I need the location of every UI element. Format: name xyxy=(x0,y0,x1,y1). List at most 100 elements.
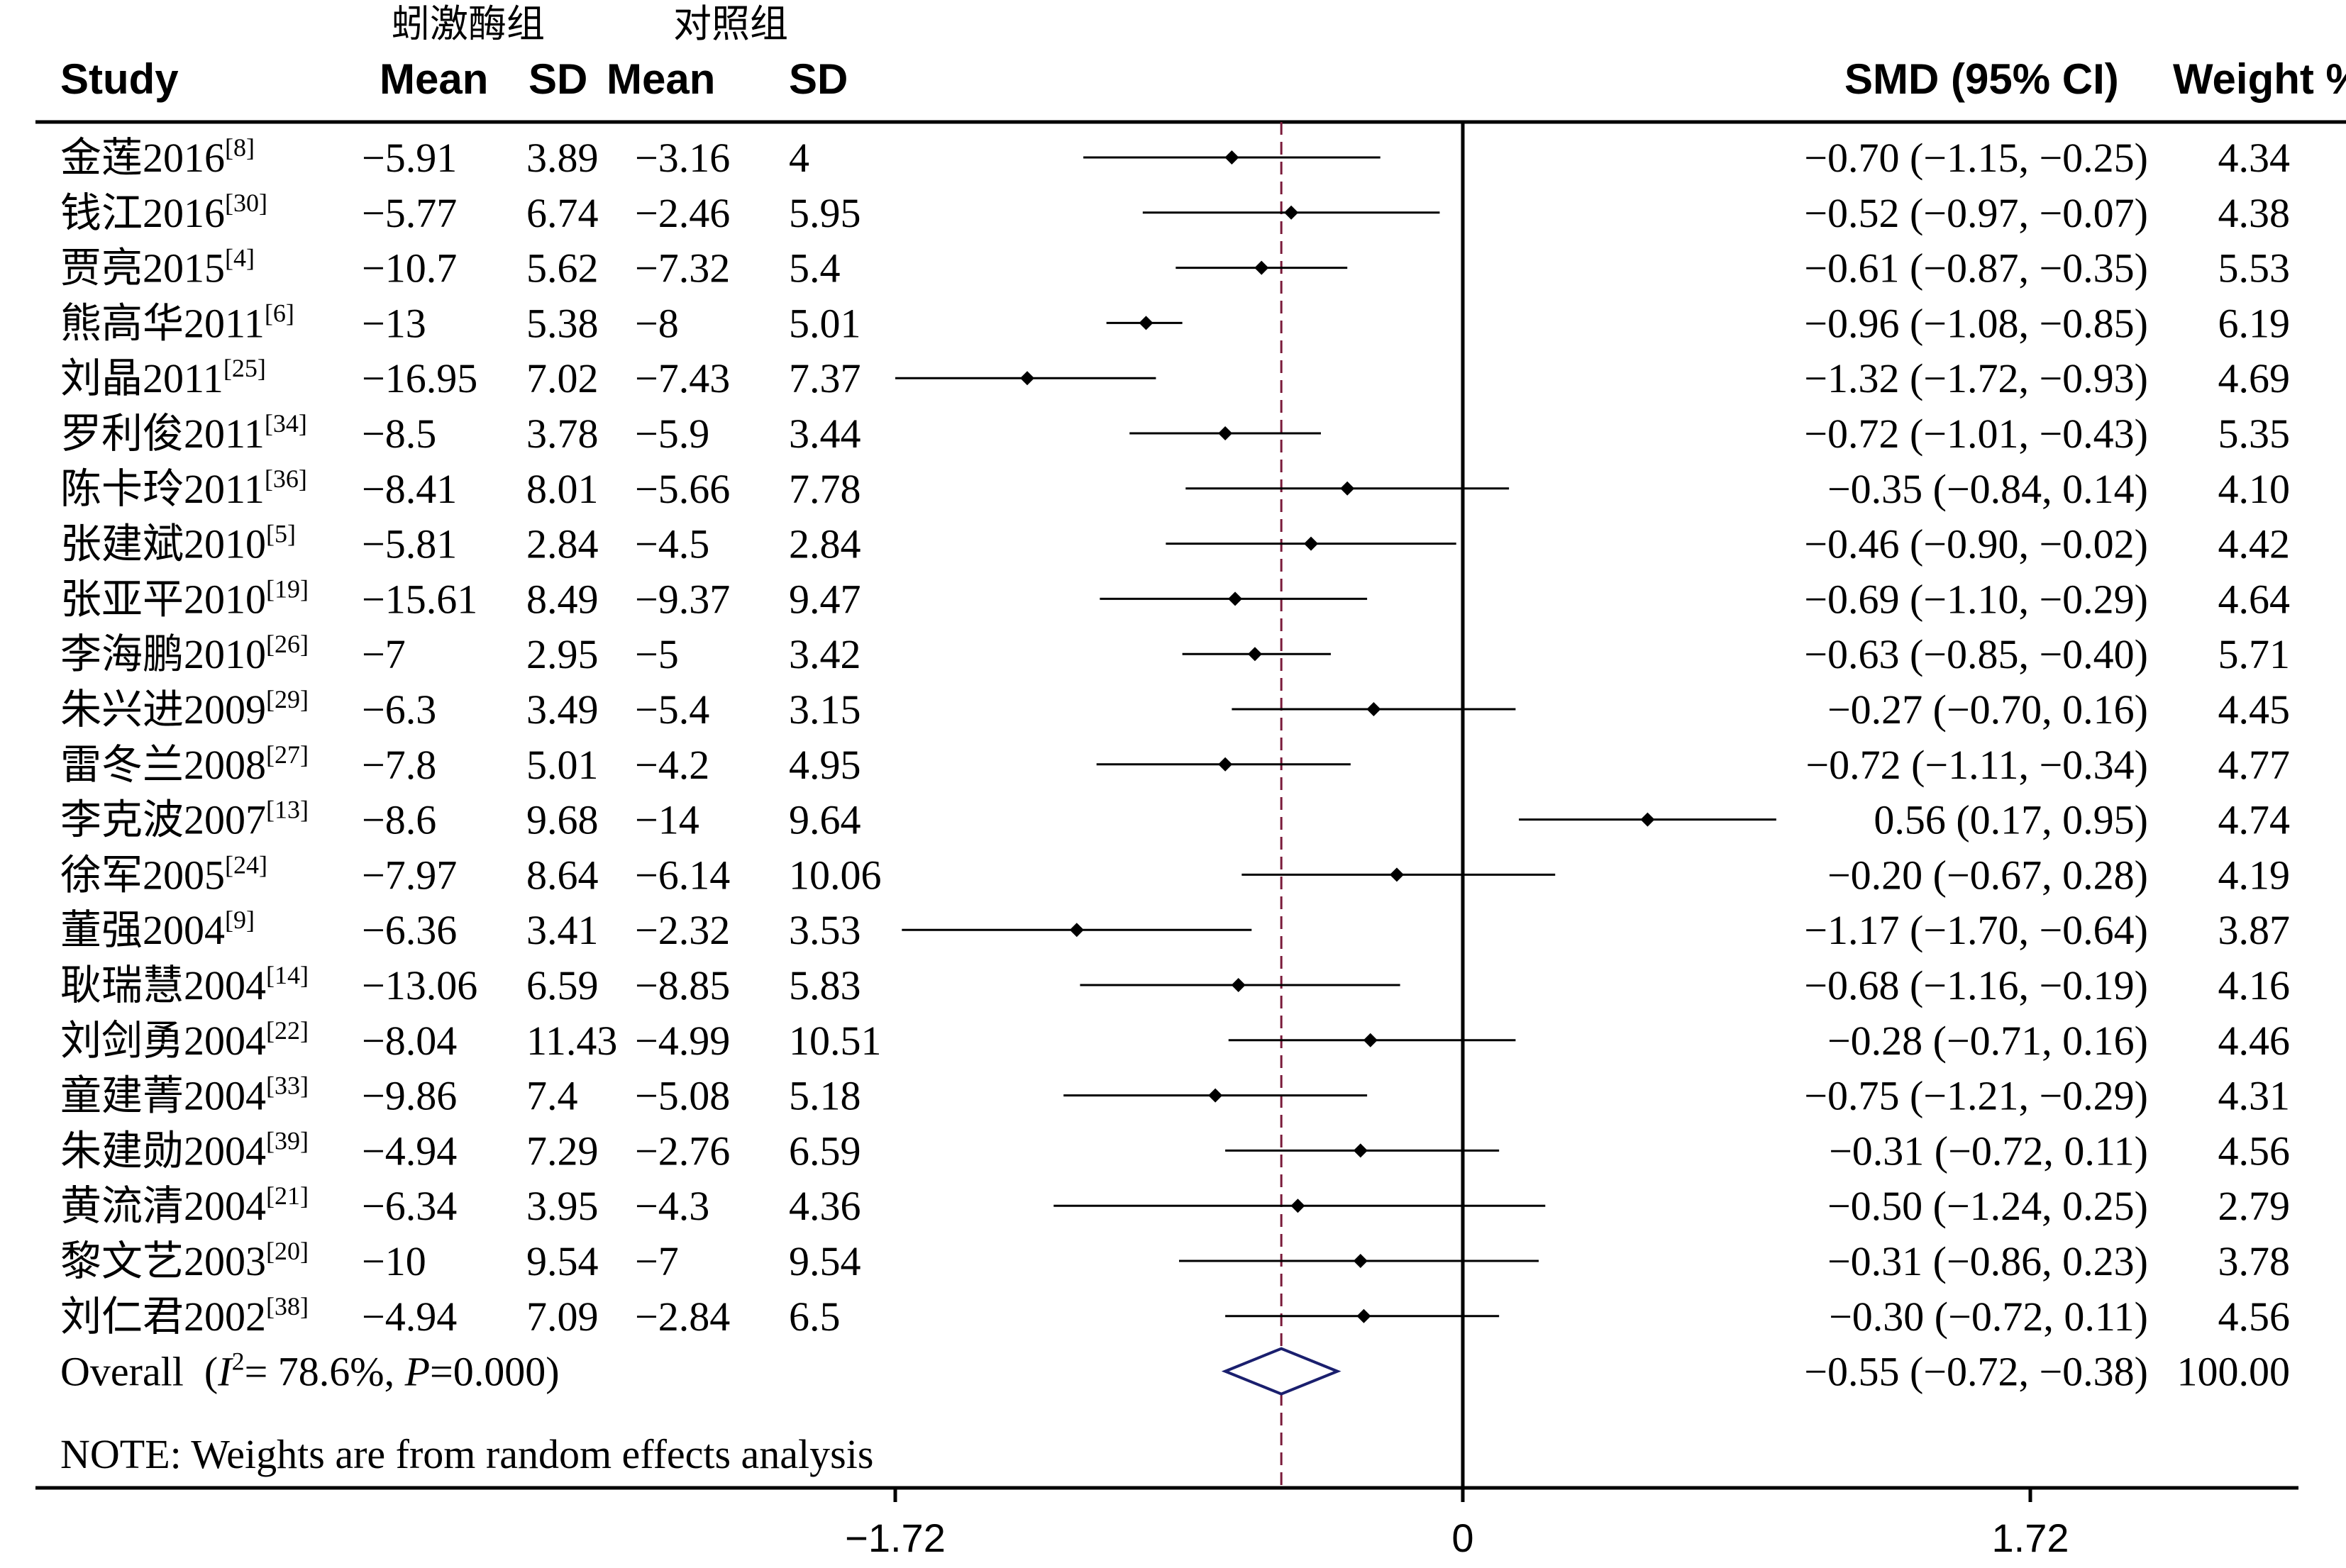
study-name: 熊高华2011[6] xyxy=(60,299,294,346)
treatment-mean-value: −6.3 xyxy=(362,686,436,733)
treatment-mean-value: −8.41 xyxy=(362,466,457,512)
treatment-sd-value: 11.43 xyxy=(526,1018,617,1064)
control-mean-value: −2.32 xyxy=(635,907,730,953)
study-reference: [24] xyxy=(225,850,267,879)
point-estimate-marker xyxy=(1340,481,1355,496)
control-sd-value: 7.78 xyxy=(789,466,861,512)
treatment-mean-value: −13 xyxy=(362,300,426,346)
study-reference: [34] xyxy=(265,409,307,438)
weight-value: 4.38 xyxy=(2218,190,2291,236)
smd-ci-value: −0.72 (−1.01, −0.43) xyxy=(1804,411,2148,457)
treatment-mean-value: −4.94 xyxy=(362,1128,457,1174)
treatment-mean-value: −4.94 xyxy=(362,1294,457,1340)
point-estimate-marker xyxy=(1353,1254,1368,1268)
control-sd-value: 9.47 xyxy=(789,576,861,622)
study-name-label: 黄流清2004 xyxy=(60,1183,266,1229)
x-axis-tick-label: −1.72 xyxy=(845,1516,946,1560)
study-name: 李克波2007[13] xyxy=(60,796,309,843)
treatment-mean-value: −8.5 xyxy=(362,411,436,457)
smd-ci-value: −0.35 (−0.84, 0.14) xyxy=(1827,466,2148,512)
point-estimate-marker xyxy=(1290,1199,1305,1213)
weight-value: 4.10 xyxy=(2218,466,2291,512)
study-reference: [27] xyxy=(266,740,309,769)
point-estimate-marker xyxy=(1208,1088,1223,1103)
weight-value: 6.19 xyxy=(2218,300,2291,346)
point-estimate-marker xyxy=(1366,702,1381,716)
control-mean-value: −7.32 xyxy=(635,245,730,291)
point-estimate-marker xyxy=(1640,812,1655,827)
smd-ci-value: −0.30 (−0.72, 0.11) xyxy=(1829,1294,2148,1340)
treatment-mean-value: −5.91 xyxy=(362,135,457,181)
study-name-label: 熊高华2011 xyxy=(60,300,265,346)
treatment-sd-value: 3.49 xyxy=(526,686,599,733)
treatment-mean-value: −6.34 xyxy=(362,1183,457,1229)
treatment-sd-value: 3.89 xyxy=(526,135,599,181)
control-mean-value: −3.16 xyxy=(635,135,730,181)
control-sd-value: 4 xyxy=(789,135,809,181)
treatment-mean-header: Mean xyxy=(380,55,488,103)
study-name-label: 张建斌2010 xyxy=(60,521,266,567)
study-reference: [30] xyxy=(225,189,267,217)
study-reference: [4] xyxy=(225,244,255,272)
p-letter: P xyxy=(404,1349,430,1395)
point-estimate-marker xyxy=(1363,1033,1378,1047)
study-name: 贾亮2015[4] xyxy=(60,244,255,291)
treatment-mean-value: −15.61 xyxy=(362,576,477,622)
study-reference: [8] xyxy=(225,133,255,162)
weight-value: 4.31 xyxy=(2218,1073,2291,1119)
control-sd-value: 4.36 xyxy=(789,1183,861,1229)
smd-ci-value: −0.46 (−0.90, −0.02) xyxy=(1804,521,2148,567)
treatment-mean-value: −7.97 xyxy=(362,852,457,898)
overall-weight-value: 100.00 xyxy=(2177,1349,2291,1395)
smd-ci-value: −0.69 (−1.10, −0.29) xyxy=(1804,576,2148,622)
control-sd-value: 6.59 xyxy=(789,1128,861,1174)
study-name-label: 李克波2007 xyxy=(60,797,266,843)
study-name-label: 雷冬兰2008 xyxy=(60,742,266,788)
weight-header: Weight % xyxy=(2173,55,2346,103)
control-sd-value: 4.95 xyxy=(789,742,861,788)
point-estimate-marker xyxy=(1304,536,1319,551)
weight-value: 4.56 xyxy=(2218,1294,2291,1340)
control-group-header: 对照组 xyxy=(673,1,788,46)
treatment-mean-value: −9.86 xyxy=(362,1073,457,1119)
study-name-label: 钱江2016 xyxy=(60,190,225,236)
study-name: 徐军2005[24] xyxy=(60,850,267,898)
smd-ci-value: −0.70 (−1.15, −0.25) xyxy=(1804,135,2148,181)
treatment-mean-value: −5.77 xyxy=(362,190,457,236)
treatment-mean-value: −10 xyxy=(362,1238,426,1284)
treatment-sd-value: 8.49 xyxy=(526,576,599,622)
treatment-sd-value: 5.62 xyxy=(526,245,599,291)
control-mean-value: −14 xyxy=(635,797,699,843)
x-axis-tick-label: 1.72 xyxy=(1992,1516,2069,1560)
p-value: =0.000) xyxy=(430,1349,560,1395)
control-mean-value: −8 xyxy=(635,300,679,346)
treatment-sd-value: 6.59 xyxy=(526,962,599,1008)
i-squared-value: = 78.6%, xyxy=(245,1349,405,1395)
study-name: 董强2004[9] xyxy=(60,906,255,953)
study-name: 钱江2016[30] xyxy=(60,189,267,236)
study-reference: [29] xyxy=(266,685,309,713)
study-reference: [5] xyxy=(266,520,296,548)
study-name-label: 朱兴进2009 xyxy=(60,686,266,733)
study-reference: [21] xyxy=(266,1181,309,1210)
smd-ci-value: −0.20 (−0.67, 0.28) xyxy=(1827,852,2148,898)
study-column-header: Study xyxy=(60,55,179,103)
control-sd-value: 10.51 xyxy=(789,1018,882,1064)
treatment-sd-value: 9.54 xyxy=(526,1238,599,1284)
treatment-mean-value: −16.95 xyxy=(362,355,477,401)
point-estimate-marker xyxy=(1231,978,1246,992)
weight-value: 4.77 xyxy=(2218,742,2291,788)
study-reference: [20] xyxy=(266,1237,309,1265)
study-rows: 金莲2016[8] −5.91 3.89 −3.16 4 −0.70 (−1.15, −0… xyxy=(60,133,2291,1396)
treatment-sd-value: 5.01 xyxy=(526,742,599,788)
control-mean-value: −4.5 xyxy=(635,521,709,567)
treatment-sd-value: 7.4 xyxy=(526,1073,578,1119)
smd-ci-value: 0.56 (0.17, 0.95) xyxy=(1874,797,2148,843)
study-reference: [9] xyxy=(225,906,255,934)
point-estimate-marker xyxy=(1069,923,1084,938)
weight-value: 4.16 xyxy=(2218,962,2291,1008)
smd-ci-value: −0.31 (−0.72, 0.11) xyxy=(1829,1128,2148,1174)
i-squared-letter: I xyxy=(217,1349,233,1395)
study-name-label: 童建菁2004 xyxy=(60,1073,266,1119)
treatment-mean-value: −7 xyxy=(362,631,406,677)
